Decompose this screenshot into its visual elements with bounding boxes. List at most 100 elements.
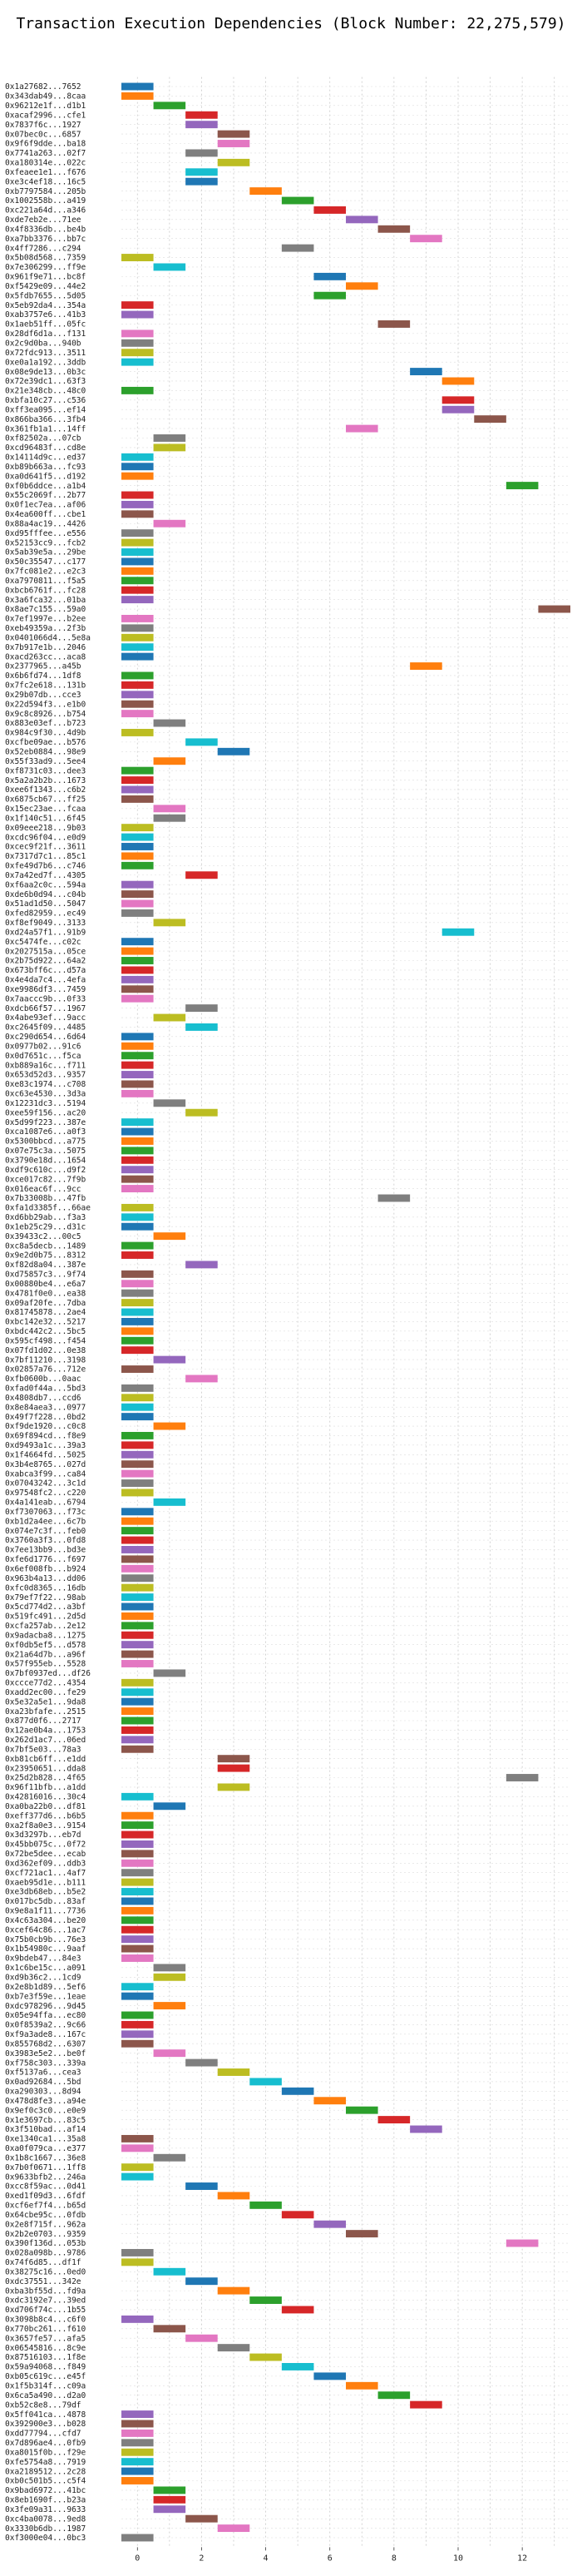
- transaction-bar: [153, 443, 186, 452]
- y-tick-label: 0x8eb1690f...b23a: [5, 2496, 86, 2505]
- transaction-bar: [121, 1897, 154, 1905]
- transaction-bar: [121, 1336, 154, 1345]
- transaction-bar: [217, 2286, 250, 2295]
- y-tick-label: 0x3098b8c4...c6f0: [5, 2316, 86, 2325]
- transaction-bar: [121, 329, 154, 338]
- y-tick-label: 0xacaf2996...cfe1: [5, 111, 86, 120]
- transaction-bar: [441, 377, 475, 385]
- y-tick-label: 0x28df6d1a...f131: [5, 329, 86, 339]
- y-tick-label: 0xc8a5decb...1489: [5, 1241, 86, 1251]
- y-tick-label: 0x3f510bad...af14: [5, 2125, 86, 2134]
- transaction-bar: [217, 1764, 250, 1772]
- transaction-bar: [121, 463, 154, 471]
- y-tick-label: 0x4f8336db...be4b: [5, 225, 86, 234]
- y-tick-label: 0x9bad6972...41bc: [5, 2486, 86, 2495]
- transaction-bar: [121, 1394, 154, 1402]
- transaction-bar: [121, 491, 154, 499]
- transaction-bar: [153, 2153, 186, 2162]
- transaction-bar: [185, 1023, 218, 1031]
- y-tick-label: 0x519fc491...2d5d: [5, 1612, 86, 1622]
- y-tick-label: 0x6b6fd74...1df8: [5, 671, 81, 681]
- y-tick-label: 0x05e94ffa...ec80: [5, 2011, 86, 2020]
- transaction-bar: [121, 472, 154, 480]
- y-tick-label: 0x3330b6db...1987: [5, 2524, 86, 2534]
- transaction-bar: [121, 861, 154, 869]
- transaction-bar: [313, 291, 346, 300]
- y-tick-label: 0x262d1ac7...06ed: [5, 1736, 86, 1745]
- y-tick-label: 0xa180314e...022c: [5, 159, 86, 168]
- transaction-bar: [121, 1830, 154, 1839]
- y-tick-label: 0x653d52d3...9357: [5, 1071, 86, 1080]
- transaction-bar: [121, 2315, 154, 2323]
- y-tick-label: 0x8e84aea3...0977: [5, 1403, 86, 1412]
- y-tick-label: 0x961f9e71...bc8f: [5, 273, 86, 282]
- transaction-bar: [121, 681, 154, 689]
- y-tick-label: 0xe83c1974...c708: [5, 1080, 86, 1089]
- y-tick-label: 0xb81cb6ff...e1dd: [5, 1755, 86, 1764]
- y-tick-label: 0xd24a57f1...91b9: [5, 928, 86, 937]
- transaction-bar: [121, 909, 154, 917]
- y-tick-label: 0x08e9de13...0b3c: [5, 368, 86, 377]
- transaction-bar: [121, 2172, 154, 2181]
- y-tick-label: 0x3d3297b...eb7d: [5, 1830, 81, 1840]
- y-tick-label: 0xf8731c03...dee3: [5, 766, 86, 775]
- transaction-bar: [410, 662, 442, 670]
- transaction-bar: [121, 843, 154, 850]
- y-tick-label: 0x0ad92684...5bd: [5, 2078, 81, 2087]
- transaction-bar: [153, 1964, 186, 1972]
- y-tick-label: 0xf9a3ade8...167c: [5, 2030, 86, 2039]
- transaction-bar: [121, 1745, 154, 1753]
- transaction-bar: [121, 1536, 154, 1544]
- transaction-bar: [346, 2106, 378, 2114]
- transaction-bar: [121, 1717, 154, 1725]
- transaction-bar: [121, 1954, 154, 1962]
- transaction-bar: [121, 1280, 154, 1288]
- y-tick-label: 0xf0db5ef5...d578: [5, 1641, 86, 1650]
- transaction-bar: [121, 1916, 154, 1925]
- transaction-bar: [121, 1603, 154, 1611]
- transaction-bar: [538, 605, 570, 613]
- transaction-bar: [121, 1736, 154, 1744]
- y-tick-label: 0x4c63a304...be20: [5, 1916, 86, 1925]
- y-tick-label: 0x9c8c8926...b754: [5, 710, 86, 719]
- y-tick-label: 0x12ae0b4a...1753: [5, 1726, 86, 1736]
- transaction-bar: [121, 957, 154, 964]
- y-tick-label: 0x5ff041ca...4878: [5, 2410, 86, 2420]
- y-tick-label: 0xf7307063...f73c: [5, 1508, 86, 1517]
- x-tick-label: 0: [135, 2554, 140, 2563]
- transaction-bar: [441, 396, 475, 404]
- transaction-bar: [153, 2495, 186, 2504]
- transaction-bar: [377, 2116, 411, 2124]
- transaction-bar: [121, 1413, 154, 1421]
- y-tick-label: 0x361fb1a1...14ff: [5, 424, 86, 433]
- transaction-bar: [121, 766, 154, 775]
- transaction-bar: [121, 1707, 154, 1716]
- y-tick-label: 0x9e8a1f11...7736: [5, 1907, 86, 1916]
- y-tick-label: 0x5e32a5e1...9da8: [5, 1697, 86, 1707]
- transaction-bar: [121, 310, 154, 319]
- transaction-bar: [121, 1508, 154, 1516]
- transaction-bar: [153, 2325, 186, 2333]
- y-tick-label: 0x59a94068...f849: [5, 2363, 86, 2372]
- transaction-bar: [410, 2400, 442, 2409]
- y-tick-label: 0x9adacba8...1275: [5, 1631, 86, 1640]
- y-tick-label: 0xca1087e6...a0f3: [5, 1127, 86, 1137]
- y-tick-label: 0xb889a16c...f711: [5, 1061, 86, 1070]
- y-tick-label: 0xcd96483f...cd8e: [5, 443, 86, 453]
- transaction-bar: [217, 2192, 250, 2200]
- transaction-bar: [121, 2410, 154, 2419]
- y-tick-label: 0x7317d7c1...85c1: [5, 852, 86, 861]
- y-tick-label: 0xcc8f59ac...0d41: [5, 2182, 86, 2192]
- y-tick-label: 0x877d0f6...2717: [5, 1717, 81, 1726]
- y-tick-label: 0xe0a1a192...3ddb: [5, 358, 86, 367]
- transaction-bar: [410, 235, 442, 243]
- transaction-bar: [121, 1983, 154, 1991]
- y-tick-label: 0x2c9d0ba...940b: [5, 339, 81, 349]
- transaction-bar: [121, 2439, 154, 2447]
- transaction-bar: [121, 947, 154, 955]
- y-tick-label: 0x12231dc3...5194: [5, 1099, 86, 1108]
- transaction-bar: [121, 1365, 154, 1373]
- transaction-bar: [121, 2448, 154, 2456]
- y-tick-label: 0x22d594f3...e1b0: [5, 700, 86, 709]
- y-tick-label: 0x7fc2e618...131b: [5, 681, 86, 691]
